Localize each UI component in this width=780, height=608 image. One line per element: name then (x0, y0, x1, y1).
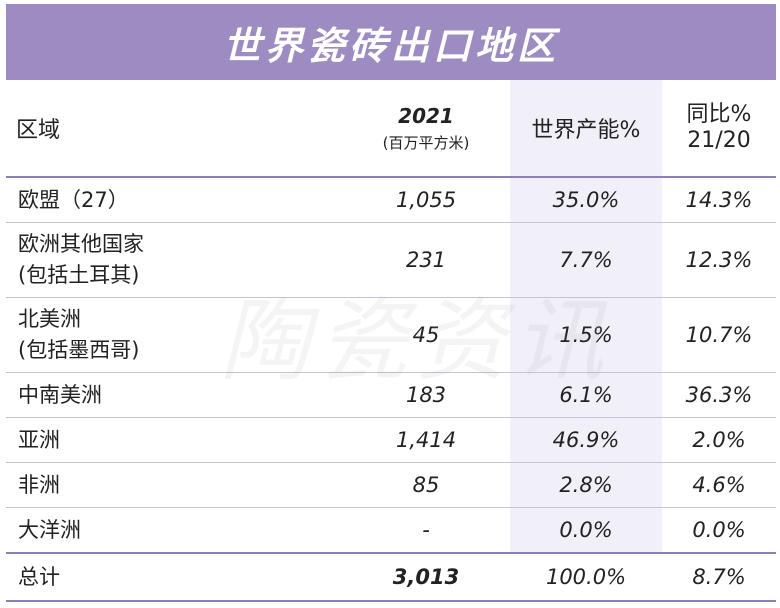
row-yoy: 14.3% (662, 176, 776, 223)
table-row: 欧洲其他国家 (包括土耳其) 231 7.7% 12.3% (6, 222, 776, 298)
row-region-line: 欧洲其他国家 (18, 232, 144, 256)
row-volume: 183 (342, 372, 510, 418)
row-share: 46.9% (510, 417, 662, 463)
table-row: 亚洲 1,414 46.9% 2.0% (6, 417, 776, 463)
header-yoy-line2: 21/20 (687, 128, 751, 153)
row-yoy: 10.7% (662, 297, 776, 373)
export-region-table-container: 区域 2021 (百万平方米) 世界产能% 同比% 21/20 欧盟（27） 1,… (6, 80, 776, 604)
total-row: 总计 3,013 100.0% 8.7% (6, 552, 776, 602)
row-region: 北美洲 (包括墨西哥) (6, 297, 342, 373)
header-row: 区域 2021 (百万平方米) 世界产能% 同比% 21/20 (6, 80, 776, 177)
row-region: 亚洲 (6, 417, 342, 463)
row-region-line: (包括土耳其) (18, 263, 140, 287)
table-row: 中南美洲 183 6.1% 36.3% (6, 372, 776, 418)
row-region: 非洲 (6, 462, 342, 508)
row-region-line: 亚洲 (18, 427, 60, 452)
header-share: 世界产能% (531, 118, 641, 143)
row-volume: 45 (342, 297, 510, 373)
total-yoy: 8.7% (662, 552, 776, 602)
row-region: 欧盟（27） (6, 176, 342, 223)
total-region: 总计 (6, 552, 342, 602)
row-share: 0.0% (510, 507, 662, 553)
row-region-line: 中南美洲 (18, 382, 102, 407)
row-share: 6.1% (510, 372, 662, 418)
header-volume-year: 2021 (398, 103, 454, 128)
row-yoy: 2.0% (662, 417, 776, 463)
table-row: 欧盟（27） 1,055 35.0% 14.3% (6, 176, 776, 223)
row-share: 1.5% (510, 297, 662, 373)
row-region: 大洋洲 (6, 507, 342, 553)
row-yoy: 36.3% (662, 372, 776, 418)
row-volume: 231 (342, 222, 510, 298)
row-yoy: 4.6% (662, 462, 776, 508)
table-body: 欧盟（27） 1,055 35.0% 14.3% 欧洲其他国家 (包括土耳其) 231 7.7… (6, 176, 776, 553)
row-region-line: 大洋洲 (18, 517, 81, 542)
row-volume: - (342, 507, 510, 553)
header-volume-unit: (百万平方米) (382, 133, 470, 152)
row-volume: 1,414 (342, 417, 510, 463)
export-region-table: 区域 2021 (百万平方米) 世界产能% 同比% 21/20 欧盟（27） 1,… (6, 80, 776, 602)
row-yoy: 12.3% (662, 222, 776, 298)
row-region-line: 欧盟（27） (18, 187, 129, 212)
row-volume: 1,055 (342, 176, 510, 223)
title-banner: 世界瓷砖出口地区 (6, 4, 776, 80)
table-title: 世界瓷砖出口地区 (222, 23, 559, 68)
row-volume: 85 (342, 462, 510, 508)
row-region: 欧洲其他国家 (包括土耳其) (6, 222, 342, 298)
header-volume: 2021 (百万平方米) (342, 80, 510, 177)
table-row: 北美洲 (包括墨西哥) 45 1.5% 10.7% (6, 297, 776, 373)
row-yoy: 0.0% (662, 507, 776, 553)
row-region-line: (包括墨西哥) (18, 338, 140, 362)
row-share: 35.0% (510, 176, 662, 223)
total-volume: 3,013 (342, 552, 510, 602)
header-yoy: 同比% 21/20 (662, 80, 776, 177)
row-region: 中南美洲 (6, 372, 342, 418)
row-share: 7.7% (510, 222, 662, 298)
table-row: 大洋洲 -0.0% 0.0% (6, 507, 776, 553)
table-row: 非洲 85 2.8% 4.6% (6, 462, 776, 508)
row-share: 2.8% (510, 462, 662, 508)
header-yoy-line1: 同比% (686, 102, 752, 127)
row-region-line: 北美洲 (18, 307, 81, 331)
total-share: 100.0% (510, 552, 662, 602)
row-region-line: 非洲 (18, 472, 60, 497)
header-region: 区域 (16, 118, 61, 143)
